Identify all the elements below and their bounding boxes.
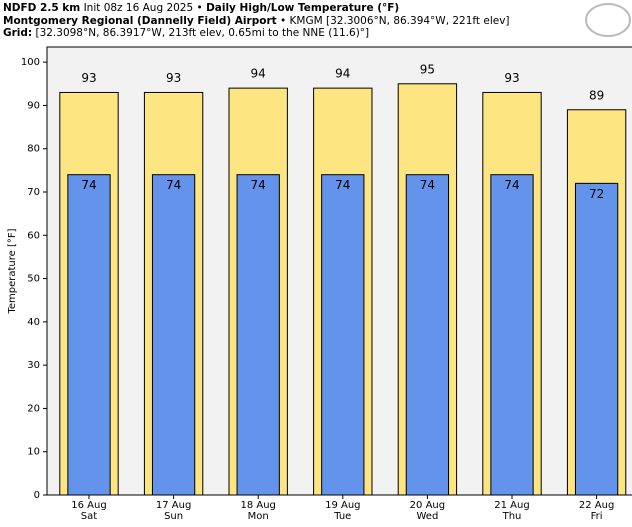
- y-tick-label: 10: [27, 447, 40, 458]
- separator: •: [197, 2, 203, 14]
- x-tick-sublabel: Sun: [164, 511, 183, 522]
- y-axis-label: Temperature [°F]: [7, 228, 18, 314]
- y-tick-label: 80: [27, 144, 40, 155]
- x-tick-sublabel: Wed: [416, 511, 438, 522]
- value-label: 94: [251, 67, 266, 81]
- init: Init 08z 16 Aug 2025: [84, 2, 194, 14]
- bar: [574, 182, 619, 496]
- x-tick-sublabel: Thu: [502, 511, 522, 522]
- value-label: 72: [589, 187, 604, 201]
- y-tick-label: 50: [27, 274, 40, 285]
- value-label: 94: [335, 67, 350, 81]
- x-tick-sublabel: Mon: [248, 511, 269, 522]
- x-tick-sublabel: Sat: [81, 511, 97, 522]
- grid-label: Grid:: [3, 27, 32, 39]
- value-label: 74: [81, 178, 96, 192]
- bar: [490, 174, 534, 496]
- chart-title: Daily High/Low Temperature (°F): [206, 2, 399, 14]
- y-tick-label: 0: [34, 490, 40, 501]
- x-tick-label: 17 Aug: [156, 500, 191, 511]
- value-label: 74: [420, 178, 435, 192]
- model: NDFD 2.5 km: [3, 2, 80, 14]
- value-label: 93: [504, 71, 519, 85]
- header-line-3: Grid: [32.3098°N, 86.3917°W, 213ft elev,…: [3, 27, 369, 39]
- x-tick-label: 21 Aug: [494, 500, 529, 511]
- location: Montgomery Regional (Dannelly Field) Air…: [3, 15, 277, 27]
- header-line-2: Montgomery Regional (Dannelly Field) Air…: [3, 15, 510, 27]
- value-label: 74: [504, 178, 519, 192]
- logo: [585, 3, 631, 37]
- separator: •: [280, 15, 286, 27]
- bar: [321, 174, 365, 496]
- y-tick-label: 70: [27, 187, 40, 198]
- value-label: 93: [81, 71, 96, 85]
- bar: [236, 174, 280, 496]
- value-label: 74: [251, 178, 266, 192]
- x-tick-label: 18 Aug: [240, 500, 275, 511]
- value-label: 89: [589, 88, 604, 102]
- bar: [67, 174, 111, 496]
- x-tick-label: 16 Aug: [71, 500, 106, 511]
- y-tick-label: 40: [27, 317, 40, 328]
- y-tick-label: 60: [27, 230, 40, 241]
- value-label: 93: [166, 71, 181, 85]
- value-label: 74: [166, 178, 181, 192]
- x-tick-label: 20 Aug: [410, 500, 445, 511]
- bar: [151, 174, 196, 496]
- x-tick-sublabel: Fri: [591, 511, 603, 522]
- value-label: 74: [335, 178, 350, 192]
- y-tick-label: 30: [27, 360, 40, 371]
- x-tick-label: 19 Aug: [325, 500, 360, 511]
- header-line-1: NDFD 2.5 km Init 08z 16 Aug 2025 • Daily…: [3, 2, 399, 14]
- y-tick-label: 90: [27, 100, 40, 111]
- value-label: 95: [420, 62, 435, 76]
- y-tick-label: 100: [21, 57, 40, 68]
- x-tick-sublabel: Tue: [333, 511, 351, 522]
- bar: [405, 174, 450, 496]
- grid-info: [32.3098°N, 86.3917°W, 213ft elev, 0.65m…: [35, 27, 369, 39]
- y-tick-label: 20: [27, 403, 40, 414]
- station: KMGM [32.3006°N, 86.394°W, 221ft elev]: [290, 15, 510, 27]
- x-tick-label: 22 Aug: [579, 500, 614, 511]
